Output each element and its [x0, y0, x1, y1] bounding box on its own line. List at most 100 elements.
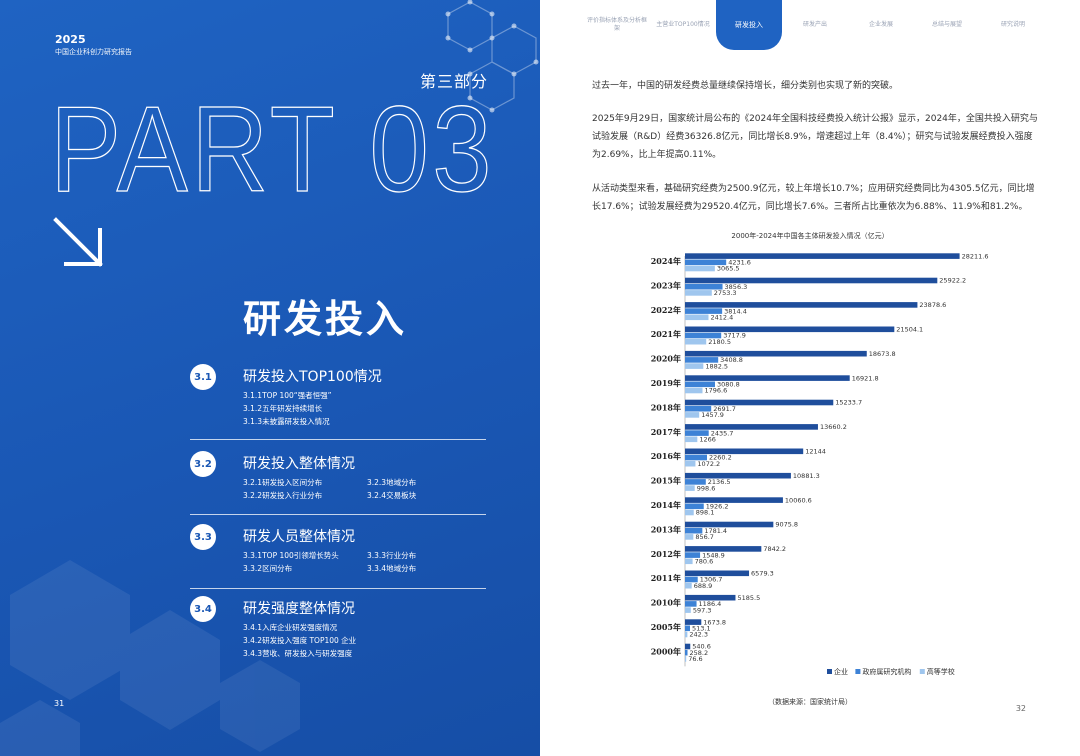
toc-subitem[interactable]: 3.2.3地域分布	[367, 478, 417, 487]
tab-rd-output[interactable]: 研发产出	[802, 21, 827, 28]
chart-data-label: 1457.9	[701, 411, 724, 419]
stats-paragraph: 2025年9月29日，国家统计局公布的《2024年全国科技经费投入统计公报》显示…	[592, 114, 1038, 160]
chart-category-label: 2014年	[651, 500, 681, 510]
chart-bar	[685, 448, 804, 455]
chart-bar	[685, 643, 691, 650]
toc-subitems: 3.1.1TOP 100“强者恒强” 3.1.2五年研发持续增长 3.1.3未披…	[243, 389, 493, 428]
chart-bar	[685, 497, 783, 503]
chart-data-label: 898.1	[696, 509, 715, 517]
chart-bar	[685, 534, 694, 540]
toc-subitem[interactable]: 3.2.2研发投入行业分布	[243, 491, 323, 500]
toc-subitem[interactable]: 3.4.1入库企业研发强度情况	[243, 623, 338, 632]
chart-category-label: 2015年	[651, 476, 681, 486]
chart-category-label: 2000年	[651, 646, 681, 656]
chart-bar	[685, 546, 762, 552]
chart-category-label: 2018年	[651, 402, 681, 412]
toc-number: 3.4	[190, 596, 216, 622]
chart-data-label: 1781.4	[704, 527, 727, 535]
chart-category-label: 2011年	[651, 573, 681, 583]
toc-subitem[interactable]: 3.1.3未披露研发投入情况	[243, 417, 330, 426]
chart-legend-swatch	[827, 669, 832, 674]
toc-divider	[190, 514, 486, 515]
chart-data-label: 16921.8	[852, 374, 879, 382]
chart-data-label: 76.6	[688, 655, 702, 663]
toc-subitem[interactable]: 3.3.2区间分布	[243, 564, 293, 573]
toc-subitem[interactable]: 3.1.2五年研发持续增长	[243, 404, 323, 413]
chart-bar	[685, 607, 691, 613]
chart-legend-swatch	[919, 669, 925, 674]
toc-heading: 研发投入整体情况	[243, 456, 355, 472]
chart-bar	[685, 412, 700, 418]
part-number-text: PART 03	[50, 95, 495, 205]
chart-bar	[685, 381, 715, 388]
toc-subitems: 3.2.1研发投入区间分布 3.2.3地域分布 3.2.2研发投入行业分布 3.…	[243, 476, 493, 502]
chart-bar	[685, 424, 818, 430]
chart-bar	[685, 472, 791, 479]
intro-paragraph: 过去一年，中国的研发经费总量继续保持增长，细分类别也实现了新的突破。	[592, 81, 899, 91]
chart-category-label: 2013年	[651, 524, 681, 534]
tab-framework[interactable]: 评价指标体系及分析框架	[587, 17, 648, 32]
chart-bar	[685, 649, 688, 656]
chart-bar	[685, 314, 709, 321]
toc-subitem[interactable]: 3.2.1研发投入区间分布	[243, 478, 323, 487]
toc-heading: 研发投入TOP100情况	[243, 369, 382, 385]
chart-bar	[685, 656, 687, 662]
chart-bar	[685, 454, 707, 461]
toc-number: 3.3	[190, 524, 216, 550]
toc-subitem[interactable]: 3.3.3行业分布	[367, 551, 417, 560]
chart-bar	[685, 503, 704, 510]
chart-bar	[685, 332, 722, 339]
chart-title: 2000年-2024年中国各主体研发投入情况（亿元）	[731, 232, 889, 240]
chart-data-label: 2180.5	[708, 338, 731, 346]
chart-category-label: 2019年	[651, 378, 681, 388]
tab-development[interactable]: 企业发展	[868, 21, 893, 28]
chart-data-label: 3065.5	[717, 265, 740, 273]
chart-data-label: 3717.9	[723, 332, 746, 340]
tab-top100[interactable]: 主营业TOP100情况	[656, 21, 710, 28]
chart-data-label: 998.6	[697, 484, 716, 492]
chart-data-label: 3814.4	[724, 307, 747, 315]
chart-bar	[685, 460, 696, 467]
chart-bar	[685, 631, 688, 638]
tab-rd-input[interactable]: 研发投入	[716, 0, 782, 50]
toc-subitem[interactable]: 3.4.3营收、研发投入与研发强度	[243, 649, 353, 658]
toc-number: 3.2	[190, 451, 216, 477]
chart-category-label: 2017年	[651, 427, 681, 437]
toc-subitem[interactable]: 3.4.2研发投入强度 TOP100 企业	[243, 636, 357, 645]
chart-data-label: 2260.2	[709, 454, 732, 462]
chart-bar	[685, 521, 774, 528]
tab-notes[interactable]: 研究说明	[1000, 21, 1025, 28]
chart-bar	[685, 576, 698, 583]
chart-bar	[685, 582, 692, 589]
chart-data-label: 12144	[805, 448, 826, 456]
chart-data-label: 688.9	[694, 582, 713, 590]
chart-data-label: 7842.2	[763, 545, 786, 553]
page-number-right: 32	[1015, 704, 1026, 713]
chart-bar	[685, 253, 960, 259]
chart-bar	[685, 302, 918, 308]
chart-data-label: 258.2	[690, 649, 709, 657]
chart-data-label: 13660.2	[820, 423, 847, 431]
section-title: 研发投入	[243, 297, 408, 341]
chart-bar	[685, 485, 695, 491]
left-page: 2025 中国企业科创力研究报告 第三部分 PART 03 研发投入 3.1 研…	[0, 0, 540, 756]
chart-category-label: 2010年	[651, 598, 681, 608]
toc-subitem[interactable]: 3.1.1TOP 100“强者恒强”	[243, 391, 332, 400]
chart-bar	[685, 625, 690, 632]
chart-data-label: 1306.7	[700, 576, 723, 584]
chart-category-label: 2012年	[651, 549, 681, 559]
chart-data-label: 25922.2	[939, 277, 966, 285]
chart-data-label: 2136.5	[708, 478, 731, 486]
toc-heading: 研发人员整体情况	[243, 529, 355, 545]
tab-summary[interactable]: 总结与展望	[931, 21, 962, 28]
chart-bar	[685, 558, 693, 565]
chart-category-label: 2021年	[651, 329, 681, 339]
chart-bar	[685, 405, 712, 412]
chart-data-label: 1072.2	[697, 460, 720, 468]
toc-subitem[interactable]: 3.2.4交易板块	[367, 491, 417, 500]
toc-subitem[interactable]: 3.3.1TOP 100引领增长势头	[243, 551, 339, 560]
chart-bar	[685, 601, 697, 607]
chart-legend-label: 企业	[834, 667, 848, 676]
toc-number: 3.1	[190, 364, 216, 390]
toc-subitem[interactable]: 3.3.4地域分布	[367, 564, 417, 573]
